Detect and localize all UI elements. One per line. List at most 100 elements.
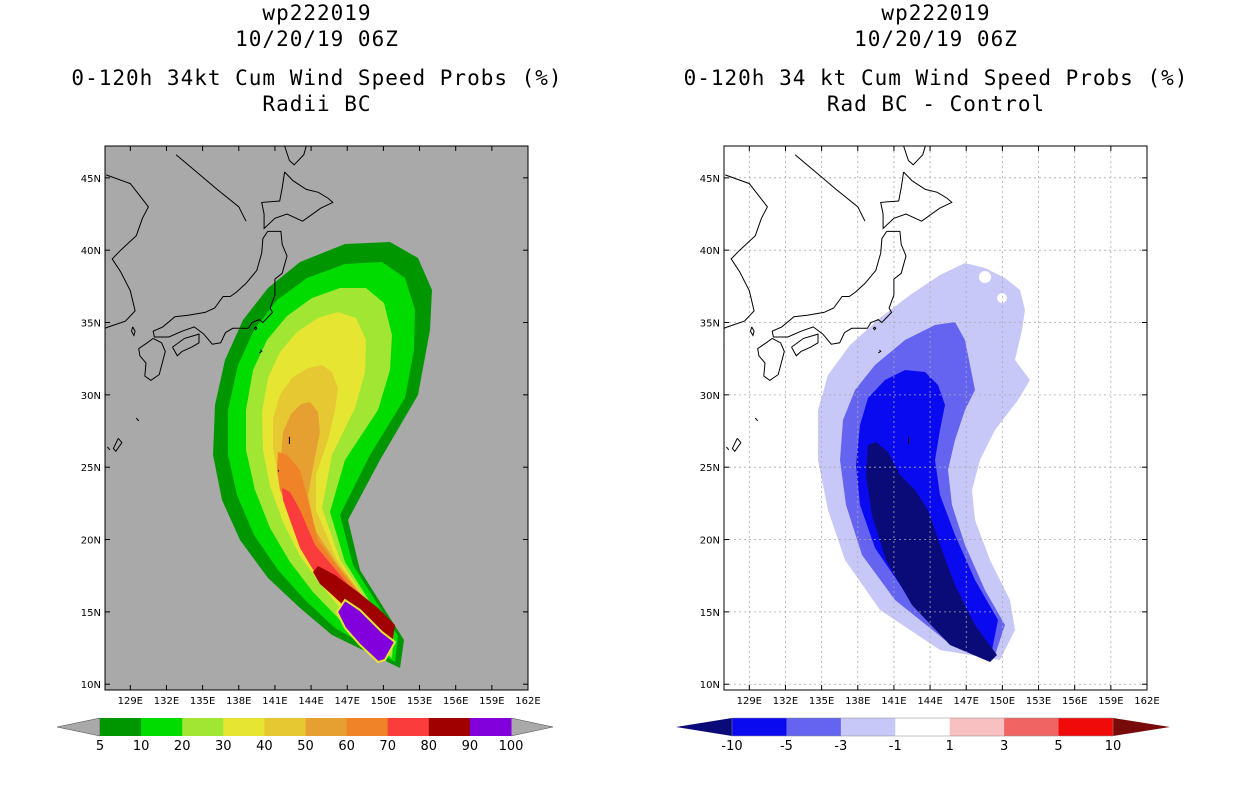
coastline-segment (749, 326, 755, 337)
coastline-segment (726, 446, 730, 451)
colorbar-swatch (469, 718, 512, 736)
left-colorbar: 5 10 20 30 40 50 60 70 80 90 100 (56, 717, 554, 754)
y-tick-label: 25N (81, 463, 101, 474)
right-title-date: 10/20/19 06Z (854, 27, 1018, 51)
y-tick-label: 15N (700, 608, 720, 619)
x-tick-label: 162E (1134, 696, 1159, 707)
colorbar-label: 10 (1105, 739, 1122, 754)
coastline-segment (112, 437, 123, 453)
colorbar-swatch (840, 718, 896, 736)
y-tick-label: 20N (81, 536, 101, 547)
x-tick-label: 147E (954, 696, 979, 707)
coastline-segment (135, 417, 140, 422)
colorbar-swatch (182, 718, 224, 736)
coastline-segment (253, 326, 258, 331)
x-tick-label: 147E (335, 696, 360, 707)
y-tick-label: 10N (700, 680, 720, 691)
x-tick-label: 150E (990, 696, 1015, 707)
colorbar-swatch (100, 718, 142, 736)
coastline-segment (731, 437, 742, 453)
coastline-segment (175, 154, 247, 222)
x-tick-label: 141E (262, 696, 287, 707)
coastline-segment (757, 337, 785, 382)
coastline-segment (105, 174, 149, 329)
right-coastlines (724, 146, 953, 472)
y-tick-label: 40N (81, 246, 101, 257)
x-tick-label: 132E (773, 696, 798, 707)
colorbar-swatch (895, 718, 951, 736)
coastline-segment (152, 230, 288, 345)
right-title-storm: wp222019 (881, 1, 991, 25)
coastline-segment (724, 345, 725, 347)
colorbar-label: 70 (379, 739, 396, 754)
right-map-panel: 129E 132E 135E 138E 141E 144E 147E 150E 153E 156E… (700, 145, 1160, 707)
coastline-segment (754, 417, 759, 422)
colorbar-label: 100 (499, 739, 524, 754)
right-map-frame (723, 145, 1148, 691)
x-tick-label: 159E (1098, 696, 1123, 707)
colorbar-swatch (732, 718, 787, 736)
colorbar-swatch (305, 718, 348, 736)
colorbar-swatch (1058, 718, 1114, 736)
coastline-segment (794, 154, 866, 222)
x-tick-label: 144E (917, 696, 942, 707)
y-tick-label: 15N (81, 608, 101, 619)
left-map-panel: 129E 132E 135E 138E 141E 144E 147E 150E 153E 156E… (81, 145, 541, 707)
colorbar-label: 10 (133, 739, 150, 754)
x-tick-label: 132E (154, 696, 179, 707)
colorbar-label: 30 (215, 739, 232, 754)
colorbar-label: 90 (462, 739, 479, 754)
x-tick-label: 135E (190, 696, 215, 707)
colorbar-label: -1 (889, 739, 902, 754)
colorbar-label: -5 (780, 739, 793, 754)
coastline-segment (105, 345, 106, 347)
right-title-product: 0-120h 34 kt Cum Wind Speed Probs (%) (683, 66, 1189, 90)
colorbar-outline (731, 717, 1114, 737)
colorbar-swatch (346, 718, 389, 736)
colorbar-label: 20 (174, 739, 191, 754)
x-tick-label: 156E (443, 696, 468, 707)
y-tick-label: 30N (700, 391, 720, 402)
y-tick-label: 45N (700, 174, 720, 185)
x-tick-label: 162E (515, 696, 540, 707)
x-tick-label: 156E (1062, 696, 1087, 707)
colorbar-swatch (141, 718, 183, 736)
left-title-storm: wp222019 (262, 1, 372, 25)
colorbar-swatch (387, 718, 430, 736)
y-tick-label: 10N (81, 680, 101, 691)
left-coastlines (105, 146, 334, 472)
left-title-product: 0-120h 34kt Cum Wind Speed Probs (%) (71, 66, 563, 90)
coastline-segment (872, 326, 877, 331)
colorbar-label: 80 (421, 739, 438, 754)
x-tick-label: 159E (479, 696, 504, 707)
x-tick-label: 150E (371, 696, 396, 707)
colorbar-label: 3 (1000, 739, 1008, 754)
colorbar-swatch (264, 718, 306, 736)
colorbar-low-end (56, 717, 101, 737)
colorbar-label: 60 (338, 739, 355, 754)
coastline-segment (172, 333, 200, 357)
y-tick-label: 35N (81, 319, 101, 330)
x-tick-label: 135E (809, 696, 834, 707)
y-tick-label: 40N (700, 246, 720, 257)
coastline-segment (261, 171, 334, 230)
colorbar-label: 1 (946, 739, 954, 754)
colorbar-swatch (949, 718, 1005, 736)
colorbar-high-end (510, 717, 554, 737)
right-title-sub: Rad BC - Control (826, 92, 1046, 116)
colorbar-swatch (1004, 718, 1060, 736)
x-tick-label: 144E (298, 696, 323, 707)
diff-white-hole-1 (979, 271, 991, 283)
colorbar-label: 40 (256, 739, 273, 754)
x-tick-label: 141E (881, 696, 906, 707)
y-tick-label: 35N (700, 319, 720, 330)
colorbar-swatch (223, 718, 265, 736)
colorbar-label: 50 (297, 739, 314, 754)
y-tick-label: 45N (81, 174, 101, 185)
left-map-frame (104, 145, 529, 691)
y-tick-label: 25N (700, 463, 720, 474)
x-tick-label: 153E (407, 696, 432, 707)
x-tick-label: 138E (226, 696, 251, 707)
coastline-segment (880, 171, 953, 230)
